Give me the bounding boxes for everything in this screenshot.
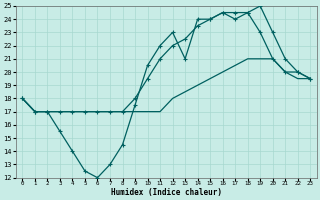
X-axis label: Humidex (Indice chaleur): Humidex (Indice chaleur) <box>111 188 222 197</box>
